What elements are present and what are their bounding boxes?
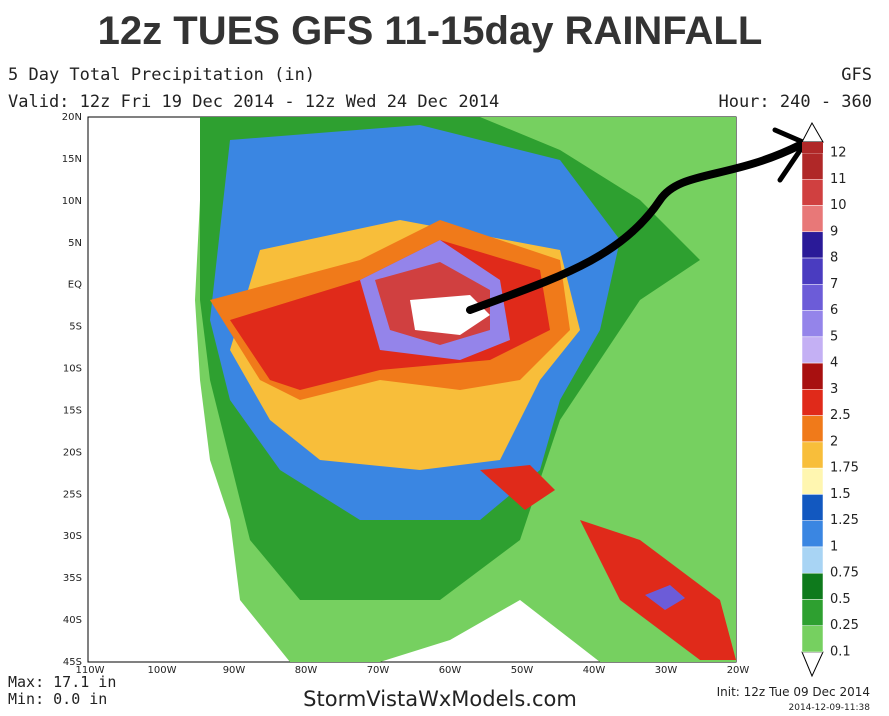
colorbar-label: 10 bbox=[830, 198, 847, 213]
colorbar-label: 2.5 bbox=[830, 408, 851, 423]
colorbar-label: 0.1 bbox=[830, 645, 851, 660]
valid-time: Valid: 12z Fri 19 Dec 2014 - 12z Wed 24 … bbox=[8, 92, 499, 112]
latitude-label: 15S bbox=[63, 405, 82, 416]
longitude-labels: 110W 100W 90W 80W 70W 60W 50W 40W 30W 20W bbox=[76, 665, 750, 676]
latitude-label: 20N bbox=[62, 112, 82, 123]
init-time: Init: 12z Tue 09 Dec 2014 bbox=[717, 685, 870, 699]
forecast-hour: Hour: 240 - 360 bbox=[718, 92, 872, 112]
colorbar-label: 7 bbox=[830, 277, 838, 292]
longitude-label: 40W bbox=[583, 665, 606, 676]
color-swatch bbox=[801, 441, 824, 469]
model: GFS bbox=[841, 65, 872, 85]
color-swatch bbox=[801, 467, 824, 495]
longitude-label: 70W bbox=[367, 665, 390, 676]
colorbar-label: 8 bbox=[830, 251, 838, 266]
colorbar-label: 0.75 bbox=[830, 566, 859, 581]
latitude-label: 5N bbox=[68, 238, 82, 249]
color-swatch bbox=[801, 336, 824, 364]
color-swatch bbox=[801, 520, 824, 548]
color-swatch bbox=[801, 546, 824, 574]
longitude-label: 20W bbox=[727, 665, 750, 676]
color-swatch bbox=[801, 152, 824, 180]
latitude-label: 45S bbox=[63, 657, 82, 668]
min-value: Min: 0.0 in bbox=[8, 690, 107, 708]
source: StormVistaWxModels.com bbox=[303, 687, 577, 711]
color-swatch bbox=[801, 205, 824, 233]
colorbar-label: 1.75 bbox=[830, 461, 859, 476]
colorbar-label: 0.5 bbox=[830, 592, 851, 607]
color-swatch bbox=[801, 415, 824, 443]
latitude-labels: 20N 15N 10N 5N EQ 5S 10S 15S 20S 25S 30S 35S 40S 45S bbox=[62, 112, 82, 668]
longitude-label: 100W bbox=[148, 665, 177, 676]
subtitle: 5 Day Total Precipitation (in) bbox=[8, 65, 315, 85]
colorbar-label: 4 bbox=[830, 356, 838, 371]
title: 12z TUES GFS 11-15day RAINFALL bbox=[98, 9, 763, 53]
longitude-label: 110W bbox=[76, 665, 105, 676]
max-value: Max: 17.1 in bbox=[8, 673, 116, 691]
colorbar-label: 1.25 bbox=[830, 513, 859, 528]
longitude-label: 90W bbox=[223, 665, 246, 676]
colorbar-label: 2 bbox=[830, 434, 838, 449]
colorbar-label: 1.5 bbox=[830, 487, 851, 502]
colorbar-label: 1 bbox=[830, 539, 838, 554]
color-swatch bbox=[801, 494, 824, 521]
colorbar-label: 0.25 bbox=[830, 618, 859, 633]
color-swatch bbox=[802, 142, 823, 153]
longitude-label: 80W bbox=[295, 665, 318, 676]
colorbar-label: 5 bbox=[830, 329, 838, 344]
latitude-label: 5S bbox=[69, 322, 82, 333]
color-swatch bbox=[801, 625, 824, 653]
color-swatch bbox=[801, 389, 824, 416]
latitude-label: 15N bbox=[62, 154, 82, 165]
latitude-label: EQ bbox=[68, 280, 82, 291]
latitude-label: 30S bbox=[63, 531, 82, 542]
color-swatch bbox=[801, 257, 824, 285]
latitude-label: 40S bbox=[63, 615, 82, 626]
color-swatch bbox=[801, 599, 824, 626]
colorbar-label: 9 bbox=[830, 224, 838, 239]
color-swatch bbox=[801, 572, 824, 600]
color-swatch bbox=[801, 231, 824, 259]
map bbox=[87, 116, 809, 663]
color-swatch bbox=[801, 310, 824, 338]
longitude-label: 60W bbox=[439, 665, 462, 676]
longitude-label: 50W bbox=[511, 665, 534, 676]
latitude-label: 20S bbox=[63, 447, 82, 458]
colorbar-label: 6 bbox=[830, 303, 838, 318]
color-swatch bbox=[801, 362, 824, 390]
colorbar: 12 11 10 9 8 7 6 5 4 3 2.5 2 1.75 1.5 1.25 1 0.75 0.5 0.25… bbox=[801, 121, 859, 678]
color-swatch bbox=[801, 179, 824, 206]
latitude-label: 35S bbox=[63, 573, 82, 584]
latitude-label: 25S bbox=[63, 489, 82, 500]
color-swatch bbox=[801, 284, 824, 311]
timestamp: 2014-12-09-11:38 bbox=[789, 703, 871, 713]
longitude-label: 30W bbox=[655, 665, 678, 676]
latitude-label: 10N bbox=[62, 196, 82, 207]
colorbar-label: 3 bbox=[830, 382, 838, 397]
latitude-label: 10S bbox=[63, 364, 82, 375]
colorbar-label: 12 bbox=[830, 146, 847, 161]
colorbar-label: 11 bbox=[830, 172, 847, 187]
